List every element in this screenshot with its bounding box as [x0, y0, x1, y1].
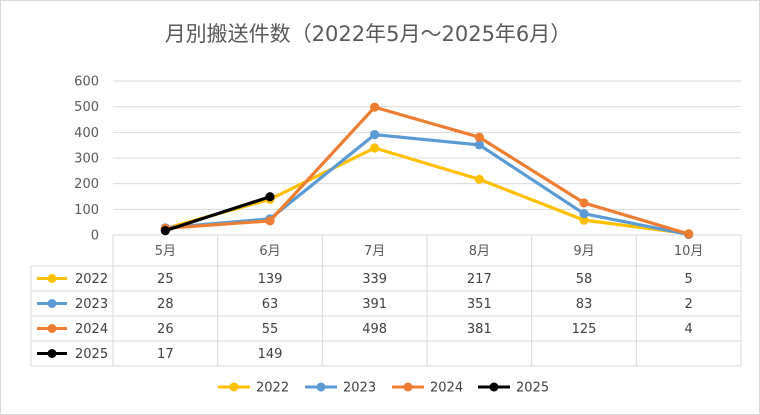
series-point-2023	[370, 130, 380, 140]
table-cell-value: 17	[157, 347, 174, 362]
series-point-2023	[474, 140, 484, 150]
table-row-series-name: 2024	[75, 322, 108, 337]
series-line-2024	[163, 105, 691, 236]
series-point-2024	[579, 198, 589, 208]
x-tick-label: 9月	[573, 244, 594, 259]
series-line-2022	[163, 146, 691, 236]
legend-marker	[489, 382, 499, 392]
table-row-key-marker	[47, 349, 57, 358]
table-row-key-marker	[47, 274, 57, 283]
series-point-2024	[474, 132, 484, 142]
y-tick-label: 300	[74, 152, 99, 167]
table-cell-value: 63	[262, 297, 279, 312]
legend-marker	[229, 382, 239, 392]
chart-title: 月別搬送件数（2022年5月～2025年6月）	[165, 22, 572, 46]
legend-label: 2022	[256, 381, 289, 396]
series-point-2025	[265, 192, 275, 202]
x-tick-label: 5月	[155, 244, 176, 259]
table-row-series-name: 2023	[75, 297, 108, 312]
table-cell-value: 351	[467, 297, 492, 312]
table-cell-value: 498	[362, 322, 387, 337]
table-cell-value: 25	[157, 272, 174, 287]
table-row-key-marker	[47, 299, 57, 308]
table-cell-value: 139	[258, 272, 283, 287]
y-tick-label: 600	[74, 75, 99, 90]
y-tick-label: 500	[74, 100, 99, 115]
x-tick-label: 8月	[469, 244, 490, 259]
y-tick-label: 400	[74, 126, 99, 141]
table-row-series-name: 2022	[75, 272, 108, 287]
series-point-2025	[160, 226, 170, 236]
table-cell-value: 55	[262, 322, 279, 337]
table-cell-value: 83	[576, 297, 593, 312]
table-cell-value: 5	[685, 272, 693, 287]
series-point-2022	[579, 215, 589, 225]
series-layer	[160, 102, 694, 240]
legend-marker	[403, 382, 413, 392]
table-cell-value: 339	[362, 272, 387, 287]
table-cell-value: 58	[576, 272, 593, 287]
legend-marker	[316, 382, 326, 392]
table-cell-value: 2	[685, 297, 693, 312]
table-cell-value: 26	[157, 322, 174, 337]
x-tick-label: 6月	[259, 244, 280, 259]
table-cell-value: 217	[467, 272, 492, 287]
series-point-2022	[370, 143, 380, 153]
legend-label: 2024	[430, 381, 463, 396]
y-tick-label: 200	[74, 177, 99, 192]
table-cell-value: 381	[467, 322, 492, 337]
table-cell-value: 149	[258, 347, 283, 362]
series-point-2022	[474, 174, 484, 184]
x-tick-label: 7月	[364, 244, 385, 259]
series-point-2023	[579, 209, 589, 219]
table-cell-value: 125	[572, 322, 597, 337]
table-cell-value: 4	[685, 322, 693, 337]
series-point-2024	[684, 229, 694, 239]
table-row-series-name: 2025	[75, 347, 108, 362]
series-point-2024	[265, 216, 275, 226]
table-cell-value: 28	[157, 297, 174, 312]
legend: 2022 2023 2024 2025	[218, 381, 549, 396]
table-row-key-marker	[47, 324, 57, 333]
y-tick-label: 100	[74, 203, 99, 218]
table-cell-value: 391	[362, 297, 387, 312]
x-tick-label: 10月	[674, 244, 704, 259]
series-point-2024	[370, 102, 380, 112]
legend-label: 2023	[343, 381, 376, 396]
series-line-2025	[163, 195, 272, 233]
legend-label: 2025	[516, 381, 549, 396]
series-line-2023	[163, 133, 691, 237]
y-tick-label: 0	[91, 229, 99, 244]
